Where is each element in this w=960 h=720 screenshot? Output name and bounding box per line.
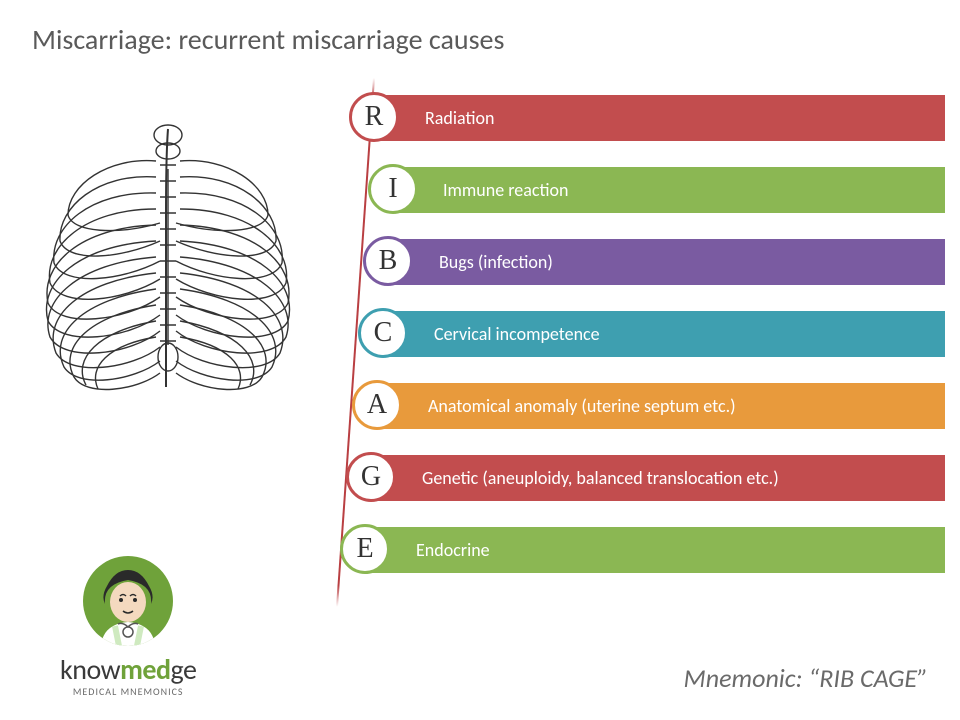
mnemonic-bar: Cervical incompetence [384,311,945,357]
mnemonic-letter-bubble: I [368,164,418,214]
mnemonic-letter-bubble: A [352,380,402,430]
page-title: Miscarriage: recurrent miscarriage cause… [32,22,504,57]
mnemonic-row: RadiationR [315,92,945,142]
mnemonic-row: Genetic (aneuploidy, balanced translocat… [315,452,945,502]
mnemonic-rows: RadiationR Immune reactionI Bugs (infectio… [315,92,945,596]
ribcage-illustration [28,115,308,455]
mnemonic-letter-bubble: G [346,452,396,502]
mnemonic-bar: Anatomical anomaly (uterine septum etc.) [378,383,945,429]
brand-part-know: know [60,652,120,687]
mnemonic-footer: Mnemonic: “RIB CAGE” [684,662,928,694]
brand-tagline: MEDICAL MNEMONICS [73,685,184,698]
mnemonic-row: Anatomical anomaly (uterine septum etc.)… [315,380,945,430]
mnemonic-bar: Immune reaction [393,167,945,213]
brand-part-ge: ge [171,652,197,687]
brand-logo: knowmedge MEDICAL MNEMONICS [60,556,196,698]
avatar-icon [83,556,173,646]
mnemonic-row: Bugs (infection)B [315,236,945,286]
mnemonic-letter-bubble: C [358,308,408,358]
mnemonic-row: Cervical incompetenceC [315,308,945,358]
mnemonic-row: Immune reactionI [315,164,945,214]
mnemonic-bar: Endocrine [366,527,945,573]
mnemonic-bar: Genetic (aneuploidy, balanced translocat… [372,455,945,501]
mnemonic-row: EndocrineE [315,524,945,574]
brand-part-med: med [120,652,170,687]
mnemonic-letter-bubble: R [349,92,399,142]
brand-wordmark: knowmedge [60,652,196,687]
mnemonic-bar: Radiation [375,95,945,141]
mnemonic-letter-bubble: B [363,236,413,286]
mnemonic-bar: Bugs (infection) [389,239,945,285]
mnemonic-letter-bubble: E [340,524,390,574]
